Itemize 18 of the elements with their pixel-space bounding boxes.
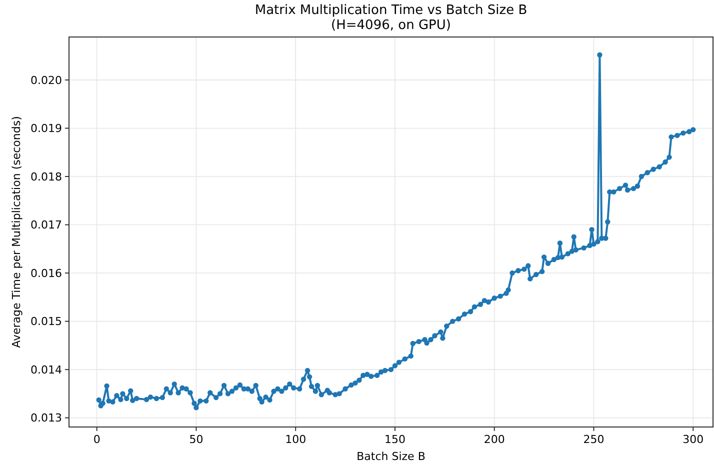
y-tick-label: 0.013 — [30, 412, 62, 425]
x-axis-title: Batch Size B — [356, 450, 426, 463]
y-tick-label: 0.020 — [30, 74, 62, 87]
y-tick-label: 0.016 — [30, 266, 62, 280]
x-tick-label: 0 — [93, 433, 100, 446]
x-tick-label: 300 — [682, 433, 704, 446]
x-tick-label: 100 — [285, 433, 306, 446]
y-tick-label: 0.017 — [30, 218, 62, 232]
y-tick-label: 0.015 — [30, 315, 62, 328]
y-tick-label: 0.018 — [30, 170, 62, 184]
y-axis-title: Average Time per Multiplication (seconds) — [10, 116, 23, 348]
x-tick-label: 250 — [583, 433, 604, 446]
x-tick-label: 150 — [384, 433, 406, 446]
chart-title: Matrix Multiplication Time vs Batch Size B (H=4096, on GPU) — [254, 3, 528, 33]
x-tick-label: 50 — [189, 433, 204, 446]
y-tick-label: 0.019 — [30, 122, 62, 136]
y-tick-label: 0.014 — [30, 363, 62, 376]
x-tick-label: 200 — [484, 433, 505, 446]
